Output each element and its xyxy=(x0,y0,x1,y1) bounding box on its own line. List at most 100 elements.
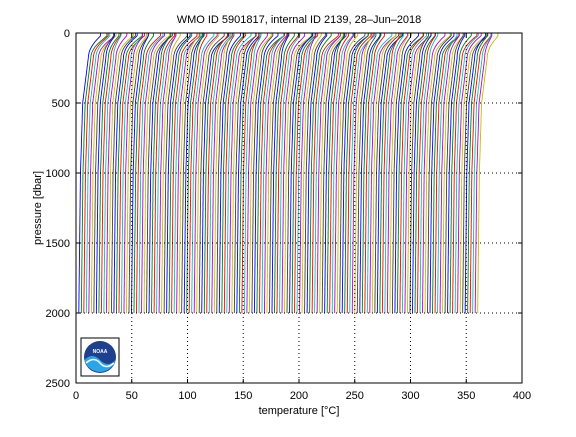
profile-line xyxy=(113,33,138,313)
profile-line xyxy=(472,33,492,313)
profile-line xyxy=(203,33,229,314)
profile-line xyxy=(221,32,245,313)
profile-line xyxy=(123,33,144,314)
profile-line xyxy=(412,32,432,313)
profile-line xyxy=(216,33,235,313)
profile-line xyxy=(108,32,135,313)
profile-line xyxy=(201,33,230,313)
profile-line xyxy=(191,33,215,313)
profile-line xyxy=(371,32,397,313)
profile-line xyxy=(447,33,466,313)
profile-line xyxy=(83,33,109,313)
profile-line xyxy=(417,32,437,313)
profile-line xyxy=(289,33,313,314)
profile-line xyxy=(136,33,161,313)
profile-line xyxy=(311,33,339,313)
profile-line xyxy=(261,32,285,314)
x-axis-label-suffix: ] xyxy=(336,405,339,417)
x-axis-label-unit: °C xyxy=(324,405,336,417)
profile-line xyxy=(263,32,288,314)
profile-line xyxy=(389,33,409,313)
profile-line xyxy=(120,33,143,314)
profile-line xyxy=(161,33,181,313)
profile-line xyxy=(228,33,258,313)
profile-line xyxy=(80,33,108,313)
logo-text: NOAA xyxy=(93,349,108,355)
profile-line xyxy=(131,33,149,313)
profile-line xyxy=(384,33,404,313)
profile-line xyxy=(477,33,499,313)
profile-line xyxy=(467,33,488,314)
profile-line xyxy=(231,33,257,314)
profile-line xyxy=(223,32,247,313)
profile-line xyxy=(173,33,202,314)
y-tick-label: 1000 xyxy=(46,168,70,180)
x-tick-label: 250 xyxy=(346,390,364,402)
profile-line xyxy=(427,33,452,313)
x-axis-ticks: 0 50 100 150 200 250 300 350 400 xyxy=(73,33,531,402)
profile-line xyxy=(444,33,464,313)
profile-line xyxy=(168,33,193,313)
profile-line xyxy=(193,33,218,313)
profile-line xyxy=(183,32,205,313)
profile-line xyxy=(321,33,347,314)
profile-line xyxy=(88,33,115,314)
profile-line xyxy=(361,33,382,313)
profile-line xyxy=(329,33,349,313)
x-tick-label: 100 xyxy=(178,390,196,402)
profile-line xyxy=(379,32,403,314)
profile-line xyxy=(359,33,381,313)
profile-line xyxy=(432,33,460,314)
y-tick-label: 0 xyxy=(64,28,70,40)
profile-line xyxy=(196,33,220,313)
profile-line xyxy=(103,32,122,313)
profile-line xyxy=(156,33,177,313)
profile-line xyxy=(171,33,198,313)
profile-line xyxy=(279,33,301,313)
profile-line xyxy=(404,33,432,314)
profile-line xyxy=(271,33,289,313)
profile-line xyxy=(256,32,285,313)
logo-wave-line-icon xyxy=(85,358,115,368)
profile-line xyxy=(356,33,377,313)
profile-line xyxy=(284,33,312,313)
profile-line xyxy=(163,33,188,313)
profile-line xyxy=(419,32,439,313)
profile-line xyxy=(128,33,149,313)
noaa-logo: NOAA xyxy=(80,337,120,377)
profile-line xyxy=(349,33,375,314)
x-tick-label: 150 xyxy=(234,390,252,402)
y-tick-label: 2000 xyxy=(46,308,70,320)
profile-line xyxy=(181,32,204,314)
y-axis-ticks: 0 500 1000 1500 2000 2500 xyxy=(46,28,522,390)
y-axis-label: pressure [dbar] xyxy=(32,171,44,245)
profile-line xyxy=(449,32,472,313)
profile-line xyxy=(316,33,341,314)
profile-line xyxy=(188,32,208,313)
profile-line xyxy=(211,33,233,313)
profile-line xyxy=(248,33,272,313)
profile-line xyxy=(424,33,451,313)
profile-line xyxy=(281,33,306,313)
profile-line xyxy=(93,33,115,314)
x-tick-label: 300 xyxy=(401,390,419,402)
profile-line xyxy=(299,32,317,313)
profile-line xyxy=(276,33,299,313)
profile-line xyxy=(110,32,137,313)
profile-line xyxy=(469,33,492,313)
profile-line xyxy=(341,32,369,313)
profile-line xyxy=(95,33,115,314)
profile-line xyxy=(213,33,232,313)
profile-line xyxy=(100,33,121,313)
profile-line xyxy=(331,33,354,313)
profile-line xyxy=(153,33,176,313)
profile-line xyxy=(344,33,369,313)
profile-line xyxy=(304,32,326,313)
profile-line xyxy=(351,33,374,314)
profile-line xyxy=(309,33,332,313)
profile-line xyxy=(324,33,345,314)
profile-line xyxy=(406,33,432,314)
y-tick-label: 500 xyxy=(52,98,70,110)
